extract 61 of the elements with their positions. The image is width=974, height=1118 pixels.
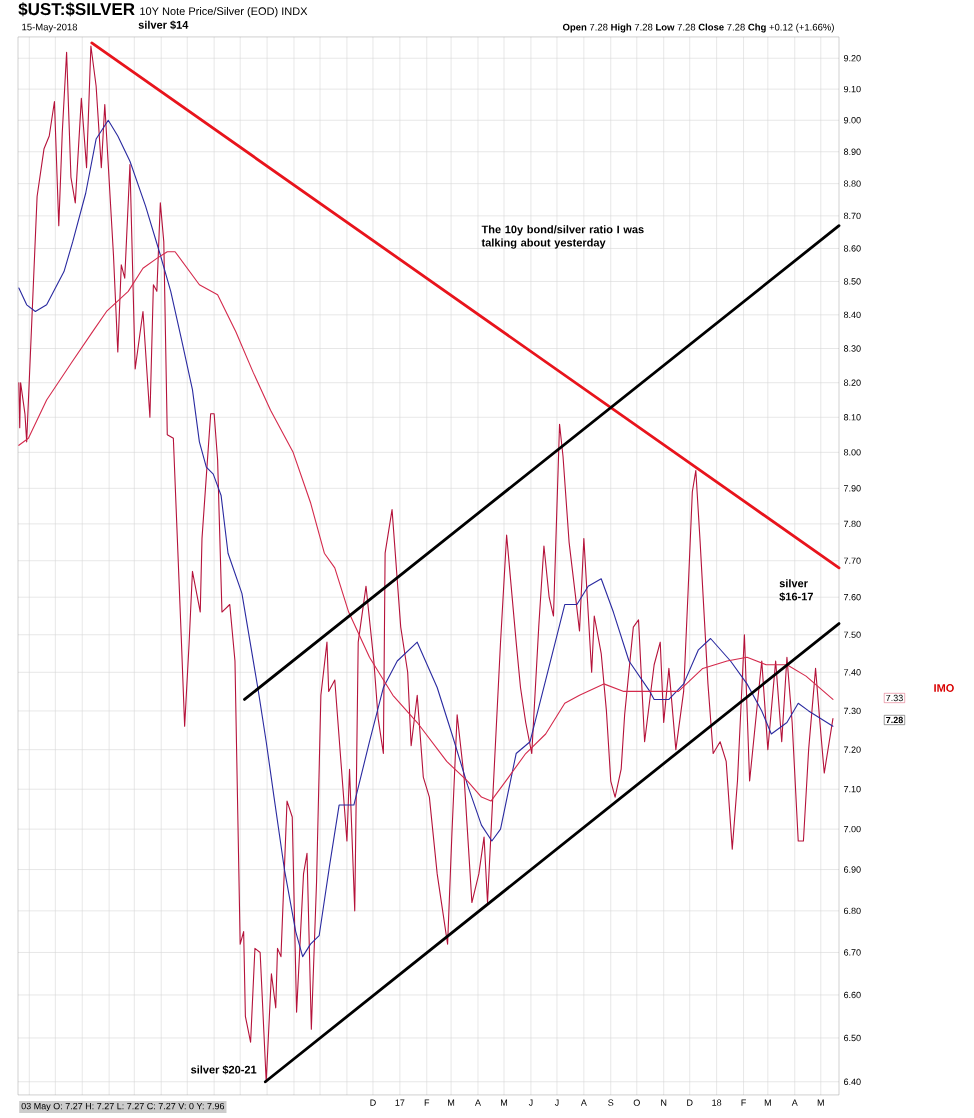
line-series xyxy=(18,45,834,1083)
y-tick-label: 7.80 xyxy=(843,520,861,528)
y-tick-label: 6.90 xyxy=(843,866,861,873)
x-tick-label: F xyxy=(424,1099,430,1106)
y-tick-label: 7.10 xyxy=(843,786,861,793)
y-tick-label: 6.70 xyxy=(843,949,861,956)
text: IMO xyxy=(934,684,954,692)
y-tick-label: 8.90 xyxy=(843,148,861,155)
x-tick-label: D xyxy=(370,1099,376,1106)
x-tick-label: M xyxy=(448,1099,455,1106)
text: 03 May O: 7.27 H: 7.27 L: 7.27 C: 7.27 V: 0 Y: 7.96 xyxy=(21,1102,225,1112)
chart-title: $UST:$SILVER xyxy=(18,2,135,17)
y-tick-label: 8.60 xyxy=(843,245,861,252)
y-tick-label: 7.60 xyxy=(843,594,861,601)
y-tick-label: 8.50 xyxy=(843,278,861,285)
y-tick-label: 7.70 xyxy=(843,557,861,564)
text: Open 7.28 High 7.28 Low 7.28 Close 7.28 Chg +0.12 (+1.66%) xyxy=(562,23,834,33)
annotation: silver $20-21 xyxy=(191,1065,257,1075)
x-tick-label: J xyxy=(528,1099,533,1106)
x-tick-label: M xyxy=(501,1099,508,1106)
x-tick-label: D xyxy=(687,1099,693,1106)
text: 7.28 xyxy=(886,716,903,724)
y-tick-label: 7.00 xyxy=(843,825,861,833)
y-tick-label: 8.20 xyxy=(843,379,861,386)
y-tick-label: 8.10 xyxy=(843,414,861,421)
y-tick-label: 6.80 xyxy=(843,907,861,915)
x-tick-label: M xyxy=(817,1099,824,1106)
x-tick-label: A xyxy=(474,1099,481,1106)
y-tick-label: 8.80 xyxy=(843,180,861,187)
line-series xyxy=(18,119,834,958)
y-tick-label: 7.50 xyxy=(843,631,861,638)
y-tick-label: 8.70 xyxy=(843,212,861,220)
x-tick-label: N xyxy=(661,1099,667,1106)
y-tick-label: 6.40 xyxy=(843,1078,861,1085)
x-tick-label: A xyxy=(791,1099,798,1106)
x-tick-label: 17 xyxy=(395,1099,405,1106)
x-tick-label: 18 xyxy=(712,1099,722,1106)
x-tick-label: S xyxy=(608,1099,614,1106)
y-tick-label: 7.40 xyxy=(843,669,861,676)
x-tick-label: O xyxy=(633,1099,640,1106)
x-tick-label: F xyxy=(741,1099,746,1106)
y-tick-label: 7.30 xyxy=(843,707,861,715)
annotation: The 10y bond/silver ratio I was talking about yesterday xyxy=(481,225,644,249)
y-tick-label: 6.50 xyxy=(843,1034,861,1042)
y-tick-label: 7.20 xyxy=(843,746,861,753)
y-tick-label: 8.30 xyxy=(843,345,861,352)
y-tick-label: 8.00 xyxy=(843,449,861,456)
y-tick-label: 9.10 xyxy=(843,85,861,93)
y-tick-label: 9.00 xyxy=(843,117,861,124)
x-tick-label: J xyxy=(554,1099,559,1106)
y-tick-label: 7.90 xyxy=(843,485,861,492)
x-tick-label: M xyxy=(764,1099,771,1106)
y-tick-label: 6.60 xyxy=(843,991,861,999)
x-tick-label: A xyxy=(580,1099,587,1106)
text: silver $14 xyxy=(138,20,189,30)
annotation: silver $16-17 xyxy=(779,579,813,602)
y-tick-label: 9.20 xyxy=(843,55,861,62)
text: 7.33 xyxy=(886,694,903,702)
text: 15-May-2018 xyxy=(22,23,78,33)
y-tick-label: 8.40 xyxy=(843,311,861,319)
chart-subtitle: 10Y Note Price/Silver (EOD) INDX xyxy=(140,7,308,18)
